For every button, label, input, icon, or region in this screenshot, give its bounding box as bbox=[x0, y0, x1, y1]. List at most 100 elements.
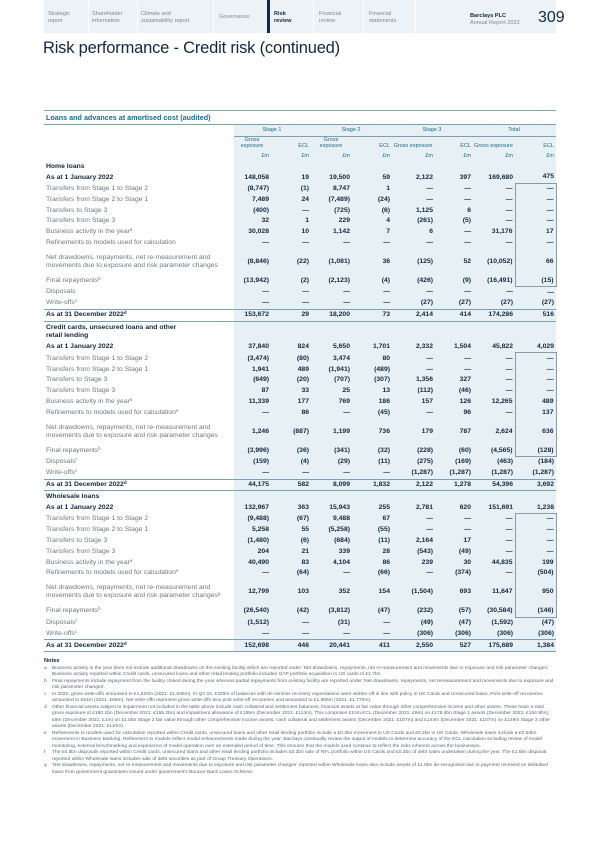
nav-financial-review[interactable]: Financial review bbox=[319, 11, 342, 24]
value-cell: 66 bbox=[514, 248, 557, 276]
row-label-text: Wholesale loans bbox=[46, 492, 100, 500]
value-cell: — bbox=[311, 286, 352, 298]
value-cell: 157 bbox=[392, 396, 435, 408]
value-cell: (64) bbox=[271, 567, 311, 579]
note-text: 'Net drawdowns, repayments, net re-measu… bbox=[52, 763, 548, 775]
value-cell: 96 bbox=[435, 407, 473, 419]
value-cell bbox=[311, 321, 352, 342]
value-cell: (3,812) bbox=[311, 605, 352, 617]
value-cell: (306) bbox=[435, 628, 473, 640]
value-cell bbox=[515, 490, 556, 503]
row-label: Final repaymentsb bbox=[44, 606, 234, 617]
value-cell: — bbox=[311, 297, 352, 310]
row-label-text: Disposals bbox=[46, 618, 76, 626]
value-cell: 67 bbox=[352, 513, 392, 525]
value-cell: — bbox=[271, 628, 311, 640]
stage-header-row: Stage 1 Stage 2 Stage 3 Total bbox=[44, 125, 556, 137]
row-label-text: Refinements to models used for calculati… bbox=[46, 408, 176, 416]
note-key: g bbox=[44, 763, 47, 769]
value-cell: 327 bbox=[435, 374, 473, 386]
footnote-ref[interactable]: b bbox=[98, 445, 101, 451]
value-cell: — bbox=[514, 385, 557, 397]
value-cell: — bbox=[392, 183, 435, 195]
footnote-ref[interactable]: d bbox=[123, 640, 127, 646]
value-cell: 769 bbox=[311, 396, 352, 408]
value-cell: 32 bbox=[234, 215, 271, 227]
footnote-ref[interactable]: f bbox=[75, 457, 77, 463]
nav-strategic-report[interactable]: Strategic report bbox=[48, 11, 71, 24]
footnote-ref[interactable]: d bbox=[123, 480, 127, 486]
footnote-ref[interactable]: c bbox=[74, 298, 78, 304]
row-label: As at 31 December 2022d bbox=[44, 478, 234, 492]
loans-table: Stage 1 Stage 2 Stage 3 Total Gross exposure… bbox=[44, 125, 557, 652]
value-cell: (112) bbox=[392, 385, 435, 397]
footnote-ref[interactable]: b bbox=[98, 606, 101, 612]
value-cell: 339 bbox=[311, 546, 352, 558]
nav-shareholder-information[interactable]: Shareholder information bbox=[92, 11, 123, 24]
value-cell: (504) bbox=[514, 567, 557, 579]
value-cell: — bbox=[352, 617, 392, 629]
value-cell: 5,650 bbox=[311, 341, 352, 353]
footnote-ref[interactable]: e bbox=[175, 407, 179, 413]
table-row: Disposals — — — — — — — — bbox=[44, 286, 556, 298]
table-row: As at 31 December 2022d 153,672 29 18,200 73… bbox=[44, 308, 556, 322]
value-cell: 2,414 bbox=[392, 308, 435, 322]
value-cell: — bbox=[514, 512, 557, 525]
value-cell: (1,287) bbox=[515, 467, 556, 480]
value-cell: — bbox=[435, 226, 473, 238]
footnote-ref[interactable]: a bbox=[129, 227, 133, 233]
footnote-ref[interactable]: b bbox=[98, 276, 101, 282]
value-cell bbox=[271, 490, 311, 503]
table-row: Transfers to Stage 3 (649) (20) (707) (307) 1… bbox=[44, 374, 557, 386]
footnote-ref[interactable]: a bbox=[129, 397, 133, 403]
footnote-ref[interactable]: f bbox=[75, 617, 77, 623]
value-cell: 1,504 bbox=[435, 341, 473, 353]
value-cell: — bbox=[514, 194, 557, 206]
value-cell: (20) bbox=[271, 374, 311, 386]
note-text: Final repayments include repayment from … bbox=[52, 678, 554, 691]
nav-climate-report[interactable]: Climate and sustainability report bbox=[141, 11, 190, 24]
footnote-ref[interactable]: c bbox=[74, 468, 78, 474]
value-cell: 2,781 bbox=[392, 502, 435, 514]
footnote-ref[interactable]: g bbox=[217, 591, 221, 597]
value-cell: (8,747) bbox=[234, 183, 271, 195]
value-cell: — bbox=[352, 237, 392, 249]
value-cell: 55 bbox=[271, 524, 311, 536]
unit-label: £m bbox=[234, 149, 271, 161]
nav-risk-review[interactable]: Risk review bbox=[274, 11, 292, 24]
value-cell: — bbox=[514, 237, 557, 249]
row-label-text: Business activity in the year bbox=[46, 558, 130, 566]
nav-financial-statements[interactable]: Financial statements bbox=[369, 11, 397, 24]
unit-label: £m bbox=[311, 149, 352, 161]
row-label-text: As at 1 January 2022 bbox=[46, 503, 114, 511]
value-cell: 186 bbox=[352, 396, 392, 408]
value-cell: 52 bbox=[435, 248, 473, 276]
report-brand: Barclays PLC Annual Report 2022 bbox=[470, 13, 520, 27]
value-cell: 154 bbox=[352, 578, 392, 606]
footnote-ref[interactable]: c bbox=[74, 628, 78, 634]
value-cell: (45) bbox=[352, 407, 392, 419]
value-cell: (46) bbox=[435, 385, 473, 397]
value-cell: 1,125 bbox=[392, 205, 435, 216]
value-cell: (1,287) bbox=[392, 467, 435, 480]
nav-governance[interactable]: Governance bbox=[219, 14, 250, 20]
column-header: Gross exposure bbox=[392, 136, 435, 150]
footnote-ref[interactable]: d bbox=[123, 310, 127, 316]
table-row: Transfers from Stage 1 to Stage 2 (3,474)… bbox=[44, 352, 557, 365]
value-cell: 9,488 bbox=[311, 513, 352, 525]
row-label-text: As at 31 December 2022 bbox=[46, 311, 124, 319]
table-row: Write-offsc — — — — (27) (27) (27) (27) bbox=[44, 297, 556, 310]
value-cell: 693 bbox=[435, 578, 473, 606]
value-cell: (55) bbox=[352, 524, 392, 536]
column-header: Gross exposure bbox=[473, 136, 515, 150]
page-number: 309 bbox=[538, 9, 565, 26]
value-cell: 1 bbox=[352, 183, 392, 195]
footnote-ref[interactable]: e bbox=[175, 568, 179, 574]
value-cell: 152,698 bbox=[234, 639, 271, 652]
footnote-ref[interactable]: a bbox=[129, 557, 133, 563]
section-header-row: Credit cards, unsecured loans and other … bbox=[44, 321, 556, 342]
section-header-row: Wholesale loans bbox=[44, 490, 556, 503]
row-label: Refinements to models used for calculati… bbox=[44, 568, 234, 579]
value-cell: (24) bbox=[352, 194, 392, 206]
value-cell: (306) bbox=[473, 628, 515, 640]
